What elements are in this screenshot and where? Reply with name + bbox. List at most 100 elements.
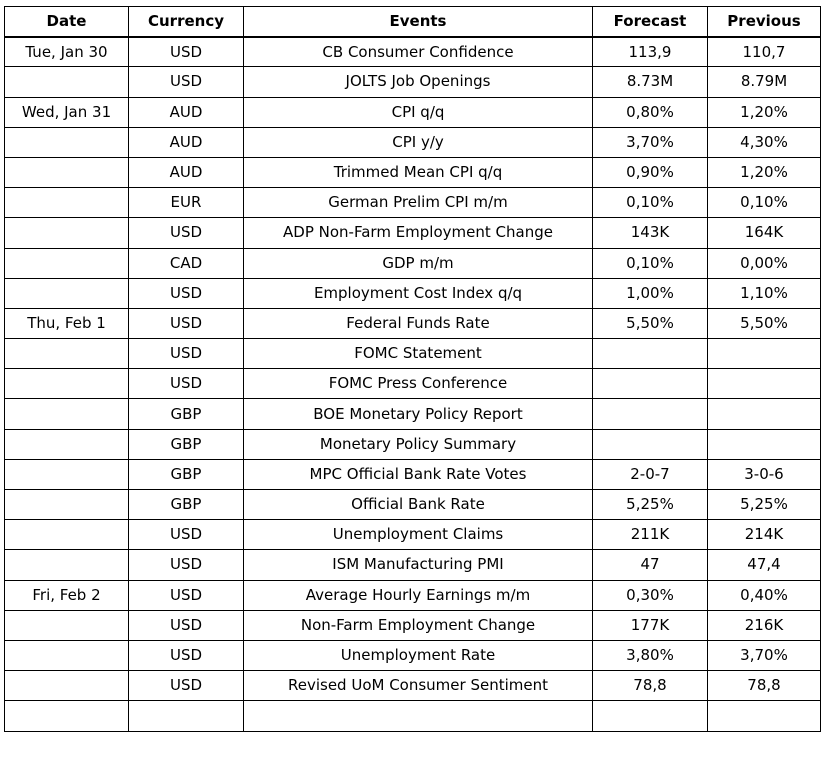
forecast-cell: 3,80% <box>592 639 708 672</box>
previous-cell: 47,4 <box>707 549 821 581</box>
previous-cell: 216K <box>707 609 821 641</box>
previous-cell: 0,10% <box>707 187 821 219</box>
currency-cell: USD <box>128 639 244 672</box>
table-row: GBP Official Bank Rate 5,25% 5,25% <box>4 488 821 521</box>
date-cell <box>4 428 129 460</box>
event-cell: CPI q/q <box>243 96 593 128</box>
calendar-container: Date Currency Events Forecast Previous T… <box>4 5 821 732</box>
table-row: USD ADP Non-Farm Employment Change 143K 164… <box>4 217 821 249</box>
event-cell <box>243 700 593 732</box>
currency-cell: USD <box>128 368 244 400</box>
previous-cell <box>707 338 821 370</box>
currency-cell: USD <box>128 519 244 551</box>
previous-cell: 3-0-6 <box>707 458 821 491</box>
currency-cell: GBP <box>128 488 244 521</box>
event-cell: Revised UoM Consumer Sentiment <box>243 670 593 702</box>
header-date: Date <box>4 5 129 38</box>
date-cell <box>4 338 129 370</box>
previous-cell: 4,30% <box>707 126 821 158</box>
currency-cell: CAD <box>128 247 244 279</box>
previous-cell: 0,40% <box>707 579 821 611</box>
currency-cell: USD <box>128 36 244 68</box>
currency-cell: USD <box>128 338 244 370</box>
table-row: USD Employment Cost Index q/q 1,00% 1,10% <box>4 277 821 309</box>
currency-cell: AUD <box>128 126 244 158</box>
event-cell: German Prelim CPI m/m <box>243 187 593 219</box>
table-row: USD JOLTS Job Openings 8.73M 8.79M <box>4 66 821 98</box>
date-cell <box>4 187 129 219</box>
event-cell: GDP m/m <box>243 247 593 279</box>
previous-cell: 3,70% <box>707 639 821 672</box>
table-row: USD FOMC Statement <box>4 338 821 370</box>
date-cell <box>4 398 129 430</box>
table-row: GBP Monetary Policy Summary <box>4 428 821 460</box>
date-cell: Wed, Jan 31 <box>4 96 129 128</box>
currency-cell: USD <box>128 307 244 340</box>
table-row: USD Unemployment Rate 3,80% 3,70% <box>4 639 821 672</box>
forecast-cell: 2-0-7 <box>592 458 708 491</box>
event-cell: Unemployment Claims <box>243 519 593 551</box>
event-cell: ADP Non-Farm Employment Change <box>243 217 593 249</box>
forecast-cell: 177K <box>592 609 708 641</box>
previous-cell: 214K <box>707 519 821 551</box>
event-cell: Official Bank Rate <box>243 488 593 521</box>
table-row: AUD CPI y/y 3,70% 4,30% <box>4 126 821 158</box>
forecast-cell: 0,30% <box>592 579 708 611</box>
date-cell <box>4 519 129 551</box>
event-cell: Federal Funds Rate <box>243 307 593 340</box>
previous-cell: 1,20% <box>707 96 821 128</box>
table-row: Tue, Jan 30 USD CB Consumer Confidence 113,… <box>4 36 821 68</box>
previous-cell <box>707 368 821 400</box>
currency-cell: USD <box>128 670 244 702</box>
header-forecast: Forecast <box>592 5 708 38</box>
event-cell: MPC Official Bank Rate Votes <box>243 458 593 491</box>
forecast-cell: 3,70% <box>592 126 708 158</box>
forecast-cell: 78,8 <box>592 670 708 702</box>
event-cell: Monetary Policy Summary <box>243 428 593 460</box>
forecast-cell: 211K <box>592 519 708 551</box>
table-row: GBP BOE Monetary Policy Report <box>4 398 821 430</box>
previous-cell: 110,7 <box>707 36 821 68</box>
previous-cell <box>707 428 821 460</box>
table-row: USD ISM Manufacturing PMI 47 47,4 <box>4 549 821 581</box>
previous-cell: 78,8 <box>707 670 821 702</box>
currency-cell: AUD <box>128 156 244 189</box>
table-row: Wed, Jan 31 AUD CPI q/q 0,80% 1,20% <box>4 96 821 128</box>
event-cell: Employment Cost Index q/q <box>243 277 593 309</box>
date-cell <box>4 670 129 702</box>
date-cell <box>4 700 129 732</box>
table-row: AUD Trimmed Mean CPI q/q 0,90% 1,20% <box>4 156 821 189</box>
table-row: USD Unemployment Claims 211K 214K <box>4 519 821 551</box>
forecast-cell <box>592 368 708 400</box>
table-body: Tue, Jan 30 USD CB Consumer Confidence 113,… <box>4 36 821 732</box>
previous-cell: 5,50% <box>707 307 821 340</box>
date-cell <box>4 277 129 309</box>
event-cell: Unemployment Rate <box>243 639 593 672</box>
forecast-cell: 0,10% <box>592 247 708 279</box>
currency-cell: GBP <box>128 458 244 491</box>
forecast-cell: 0,10% <box>592 187 708 219</box>
date-cell <box>4 488 129 521</box>
event-cell: CB Consumer Confidence <box>243 36 593 68</box>
forecast-cell: 5,50% <box>592 307 708 340</box>
previous-cell: 1,20% <box>707 156 821 189</box>
currency-cell: GBP <box>128 428 244 460</box>
currency-cell: USD <box>128 579 244 611</box>
table-row <box>4 700 821 732</box>
currency-cell: AUD <box>128 96 244 128</box>
currency-cell: USD <box>128 277 244 309</box>
previous-cell: 0,00% <box>707 247 821 279</box>
date-cell <box>4 368 129 400</box>
table-row: USD Revised UoM Consumer Sentiment 78,8 78,… <box>4 670 821 702</box>
economic-calendar-table: Date Currency Events Forecast Previous T… <box>4 5 821 732</box>
forecast-cell: 143K <box>592 217 708 249</box>
forecast-cell <box>592 428 708 460</box>
event-cell: BOE Monetary Policy Report <box>243 398 593 430</box>
date-cell <box>4 609 129 641</box>
forecast-cell: 8.73M <box>592 66 708 98</box>
previous-cell: 8.79M <box>707 66 821 98</box>
previous-cell: 1,10% <box>707 277 821 309</box>
event-cell: Non-Farm Employment Change <box>243 609 593 641</box>
table-row: GBP MPC Official Bank Rate Votes 2-0-7 3-0-… <box>4 458 821 491</box>
event-cell: ISM Manufacturing PMI <box>243 549 593 581</box>
